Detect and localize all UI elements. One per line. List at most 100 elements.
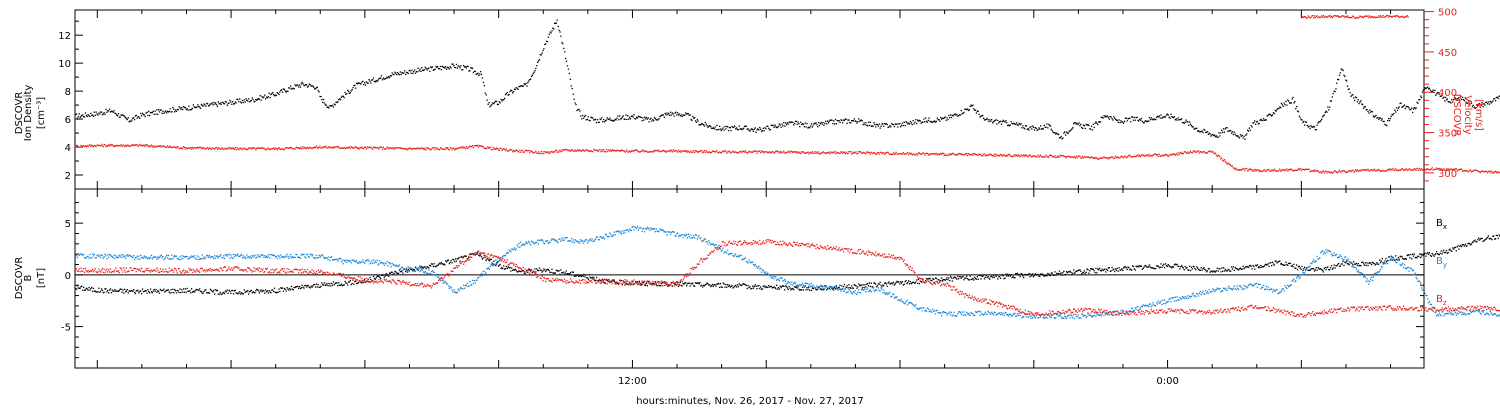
top-series-1-point	[1220, 158, 1222, 160]
top-series-1-point	[1081, 157, 1083, 159]
top-series-0-point	[661, 114, 663, 116]
top-series-2-point	[1356, 17, 1358, 19]
top-series-1-point	[958, 153, 961, 155]
top-series-1-point	[734, 151, 736, 153]
top-series-1-point	[354, 146, 356, 148]
series-bx-point	[135, 290, 137, 292]
top-series-1-point	[858, 151, 860, 153]
top-series-0-point	[1394, 109, 1396, 111]
top-series-1-point	[1411, 169, 1413, 171]
top-series-1-point	[1222, 159, 1224, 161]
top-series-0-point	[468, 70, 470, 72]
top-series-0-point	[719, 128, 722, 130]
top-series-1-point	[1416, 167, 1418, 170]
series-bx-point	[201, 292, 203, 294]
top-series-0-point	[894, 123, 896, 125]
top-series-0-point	[684, 114, 686, 116]
top-series-1-point	[1471, 170, 1473, 172]
top-series-1-point	[1378, 168, 1380, 171]
top-series-1-point	[511, 149, 513, 151]
top-series-0-point	[832, 122, 834, 125]
top-series-0-point	[1467, 102, 1469, 104]
top-series-1-point	[238, 149, 240, 151]
top-series-1-point	[1330, 171, 1333, 173]
top-series-1-point	[592, 150, 594, 153]
top-series-1-point	[166, 146, 168, 148]
top-series-0-point	[1479, 106, 1481, 108]
top-series-0-point	[1322, 115, 1325, 117]
top-series-2-point	[1357, 17, 1359, 19]
top-series-1-point	[127, 144, 129, 146]
top-series-1-point	[621, 150, 623, 152]
top-series-1-point	[904, 153, 906, 155]
top-series-0-point	[511, 90, 513, 92]
top-series-1-point	[99, 145, 101, 147]
top-series-0-point	[559, 31, 561, 33]
top-series-0-point	[1291, 98, 1293, 100]
top-series-0-point	[737, 129, 739, 131]
top-series-0-point	[593, 119, 595, 121]
top-series-0-point	[643, 119, 645, 121]
top-series-0-point	[840, 119, 842, 121]
top-series-0-point	[1130, 121, 1132, 123]
top-series-1-point	[740, 151, 742, 153]
top-series-0-point	[651, 120, 653, 122]
top-series-0-point	[1493, 98, 1495, 100]
top-series-0-point	[275, 94, 277, 97]
top-series-0-point	[545, 43, 547, 45]
top-series-0-point	[1301, 119, 1303, 121]
top-series-0-point	[1056, 132, 1058, 134]
top-series-0-point	[125, 118, 128, 120]
top-series-1-point	[544, 151, 546, 153]
top-series-1-point	[474, 145, 476, 147]
top-series-0-point	[1387, 117, 1390, 120]
top-series-0-point	[430, 66, 432, 68]
top-series-0-point	[1433, 91, 1435, 93]
top-series-0-point	[1367, 110, 1369, 113]
top-series-0-point	[1124, 117, 1127, 119]
top-series-1-point	[609, 150, 611, 153]
series-bx-point	[312, 285, 314, 287]
top-series-0-point	[810, 123, 813, 125]
top-series-1-point	[1243, 167, 1245, 170]
top-series-1-point	[1255, 169, 1258, 172]
top-series-1-point	[1261, 170, 1263, 173]
top-series-0-point	[596, 119, 599, 121]
top-series-0-point	[1490, 102, 1492, 104]
top-series-0-point	[1321, 116, 1324, 118]
top-series-1-point	[240, 148, 242, 150]
top-series-1-point	[906, 152, 908, 155]
top-series-0-point	[237, 98, 239, 101]
top-series-1-point	[453, 147, 455, 150]
top-series-1-point	[273, 148, 276, 150]
top-series-2-point	[1382, 14, 1384, 17]
top-series-1-point	[1051, 155, 1053, 157]
top-series-0-point	[531, 74, 533, 76]
top-series-1-point	[934, 153, 937, 155]
top-series-1-point	[676, 150, 678, 153]
top-series-1-point	[950, 153, 953, 156]
top-series-0-point	[1232, 133, 1234, 136]
top-series-0-point	[828, 120, 830, 122]
top-series-1-point	[1271, 169, 1274, 171]
top-series-0-point	[534, 70, 536, 72]
top-series-1-point	[316, 146, 318, 149]
top-series-1-point	[177, 146, 179, 148]
top-series-1-point	[1215, 154, 1217, 156]
top-series-1-point	[834, 153, 837, 155]
series-bx-point	[237, 293, 239, 295]
top-series-0-point	[743, 125, 746, 128]
top-series-1-point	[399, 147, 401, 149]
top-series-1-point	[915, 154, 917, 156]
top-series-1-point	[1049, 154, 1052, 156]
top-series-1-point	[685, 150, 687, 153]
top-series-1-point	[265, 149, 268, 151]
top-series-1-point	[766, 151, 768, 153]
top-series-2-point	[1343, 15, 1345, 17]
top-series-0-point	[326, 106, 328, 109]
top-series-0-point	[1459, 100, 1461, 102]
top-series-0-point	[1252, 122, 1254, 124]
top-series-0-point	[494, 100, 497, 102]
top-series-0-point	[442, 66, 444, 68]
top-series-1-point	[926, 152, 929, 154]
